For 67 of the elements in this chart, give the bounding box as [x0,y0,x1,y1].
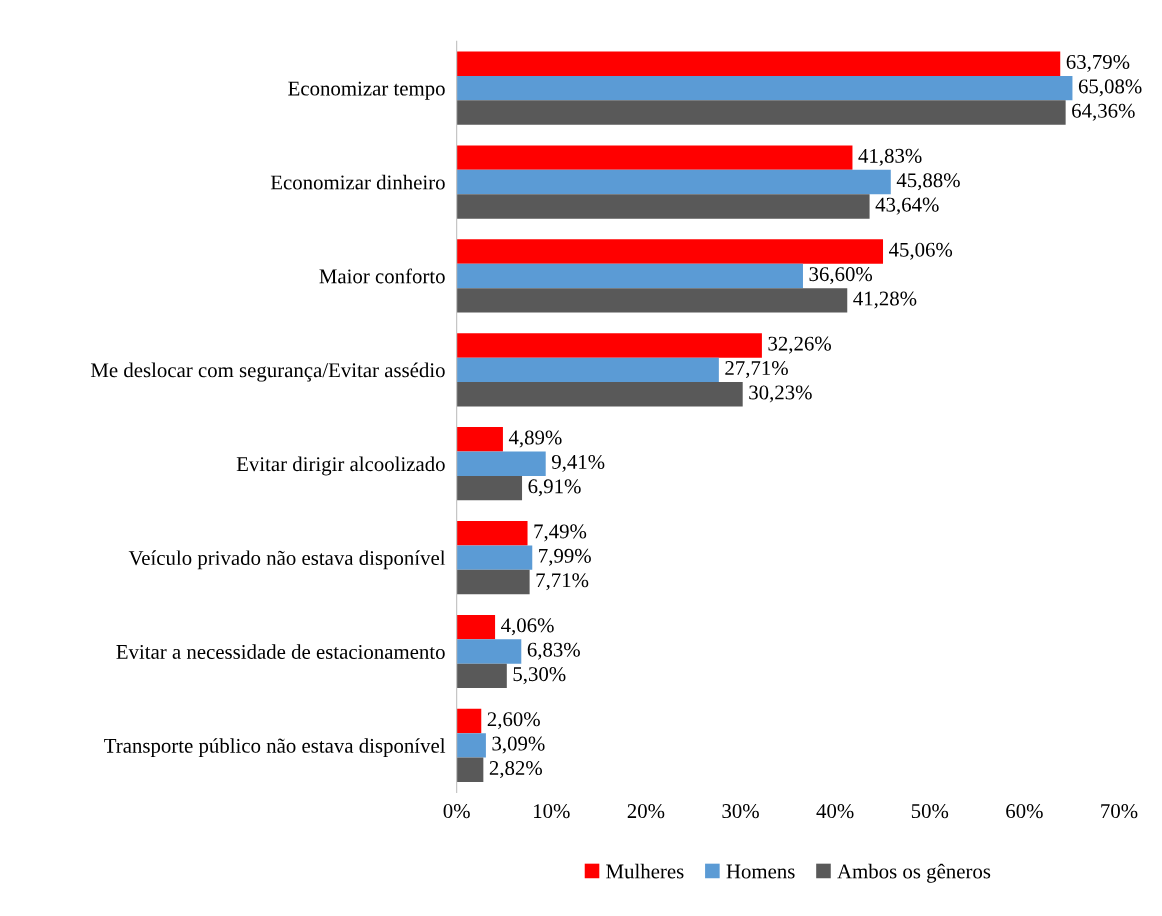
bar [456,733,486,758]
x-tick-label: 70% [1101,804,1138,819]
bar [456,521,528,546]
x-tick-label: 20% [627,804,665,819]
data-label: 45,06% [888,242,953,260]
data-label: 7,99% [539,548,591,566]
y-tick-label: Economizar tempo [288,81,445,100]
bar [456,757,484,783]
data-label: 65,08% [1078,79,1142,97]
data-label: 6,91% [528,479,581,497]
data-label: 32,26% [768,336,831,354]
legend-label: Mulheres [606,863,684,879]
data-label: 36,60% [809,267,873,285]
bar [456,382,743,407]
y-tick-label: Veículo privado não estava disponível [128,550,446,570]
data-label: 45,88% [896,173,960,191]
x-tick-label: 60% [1006,804,1043,819]
data-label: 7,71% [536,573,589,591]
bar [456,427,503,452]
data-label: 5,30% [513,667,566,685]
data-label: 3,09% [492,736,545,754]
bar [456,614,496,640]
y-tick-label: Evitar dirigir alcoolizado [236,456,445,476]
data-label: 30,23% [749,385,812,403]
data-label: 27,71% [725,360,788,379]
y-tick-label: Economizar dinheiro [270,174,445,190]
data-label: 4,89% [508,430,562,448]
data-label: 2,82% [489,760,543,779]
bar [456,357,719,383]
bar [456,333,762,358]
x-tick-label: 40% [816,804,854,819]
data-label: 2,60% [487,712,540,730]
bar [456,569,530,595]
bar [456,663,507,689]
bar [456,51,1061,76]
bar [456,263,803,289]
data-label: 43,64% [875,197,939,215]
bar [456,545,533,570]
bar [456,100,1066,125]
x-tick-label: 10% [534,804,570,819]
data-label: 41,83% [858,148,922,166]
bar [456,475,523,501]
legend-label: Homens [726,864,795,879]
bar [456,239,884,264]
bar [456,169,891,195]
data-label: 64,36% [1072,103,1135,121]
data-label: 9,41% [551,454,605,472]
y-tick-label: Evitar a necessidade de estacionamento [116,644,445,659]
bar [456,708,482,734]
data-label: 41,28% [853,291,917,309]
legend-label: Ambos os gêneros [837,863,991,883]
x-tick-label: 0% [443,804,470,819]
data-label: 6,83% [527,642,580,660]
data-label: 63,79% [1066,54,1130,72]
data-label: 4,06% [501,618,554,636]
y-tick-label: Me deslocar com segurança/Evitar assédio [90,362,445,382]
bar [456,288,848,313]
bar [456,194,870,219]
y-tick-label: Maior conforto [319,268,445,284]
bar [456,145,853,170]
bar [456,451,546,476]
x-tick-label: 30% [722,804,759,819]
bar [456,639,522,664]
bar [456,75,1073,101]
y-tick-label: Transporte público não estava disponível [104,738,446,758]
x-tick-label: 50% [911,804,949,819]
data-label: 7,49% [534,524,587,542]
